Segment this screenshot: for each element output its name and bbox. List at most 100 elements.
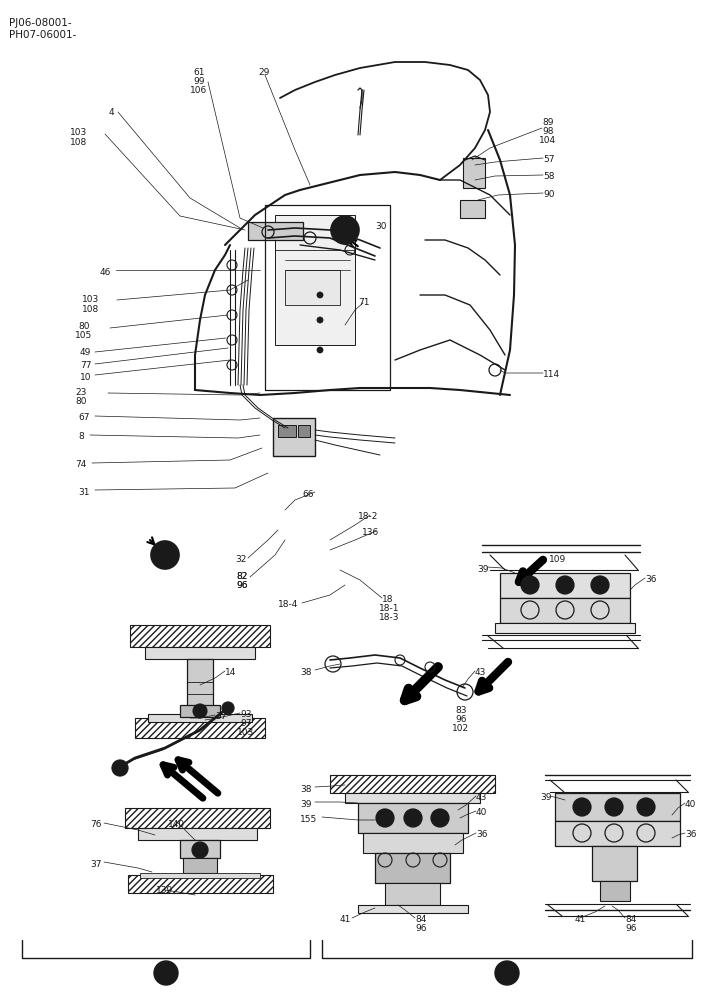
Text: 102: 102 bbox=[452, 724, 469, 733]
Text: 67: 67 bbox=[78, 413, 89, 422]
Text: 40: 40 bbox=[685, 800, 696, 809]
Text: 49: 49 bbox=[80, 348, 92, 357]
Text: 18-1: 18-1 bbox=[379, 604, 399, 613]
Text: 96: 96 bbox=[455, 715, 467, 724]
Bar bbox=[500, 598, 630, 623]
Text: 96: 96 bbox=[625, 924, 636, 933]
Text: 139: 139 bbox=[156, 886, 174, 895]
Text: 31: 31 bbox=[78, 488, 89, 497]
Text: 39: 39 bbox=[477, 565, 489, 574]
Text: 37: 37 bbox=[215, 712, 227, 721]
Text: 37: 37 bbox=[90, 860, 101, 869]
Bar bbox=[273, 418, 315, 456]
Circle shape bbox=[495, 961, 519, 985]
Circle shape bbox=[431, 809, 449, 827]
Text: 36: 36 bbox=[476, 830, 487, 839]
Text: 23: 23 bbox=[75, 388, 87, 397]
Text: 39: 39 bbox=[540, 793, 551, 802]
Bar bbox=[183, 858, 217, 873]
Circle shape bbox=[376, 809, 394, 827]
Text: 71: 71 bbox=[358, 298, 370, 307]
Text: 80: 80 bbox=[78, 322, 89, 331]
Circle shape bbox=[573, 798, 591, 816]
Text: 32: 32 bbox=[235, 555, 246, 564]
Text: 43: 43 bbox=[476, 793, 487, 802]
Bar bbox=[125, 808, 270, 828]
Circle shape bbox=[317, 292, 323, 298]
Text: PH07-06001-: PH07-06001- bbox=[9, 30, 76, 40]
Text: D: D bbox=[161, 548, 170, 562]
Text: 43: 43 bbox=[475, 668, 486, 677]
Bar bbox=[463, 158, 485, 188]
Bar bbox=[500, 573, 630, 598]
Text: 14: 14 bbox=[225, 668, 237, 677]
Text: 58: 58 bbox=[543, 172, 555, 181]
Text: 109: 109 bbox=[549, 555, 566, 564]
Bar bbox=[248, 222, 303, 240]
Text: 61: 61 bbox=[193, 68, 204, 77]
Text: 66: 66 bbox=[302, 490, 313, 499]
Text: 57: 57 bbox=[543, 155, 555, 164]
Text: 18-2: 18-2 bbox=[358, 512, 378, 521]
Bar bbox=[278, 425, 296, 437]
Circle shape bbox=[404, 809, 422, 827]
Text: 39: 39 bbox=[300, 800, 311, 809]
Text: E: E bbox=[503, 966, 510, 980]
Bar bbox=[358, 905, 468, 913]
Text: 96: 96 bbox=[236, 581, 248, 590]
Text: 108: 108 bbox=[70, 138, 87, 147]
Bar bbox=[180, 705, 220, 717]
Text: 103: 103 bbox=[237, 728, 254, 737]
Circle shape bbox=[222, 702, 234, 714]
Text: 38: 38 bbox=[300, 668, 311, 677]
Text: 18: 18 bbox=[382, 595, 394, 604]
Text: 98: 98 bbox=[542, 127, 553, 136]
Bar bbox=[148, 714, 252, 722]
Text: 84: 84 bbox=[625, 915, 636, 924]
Text: 41: 41 bbox=[575, 915, 586, 924]
Text: 30: 30 bbox=[375, 222, 386, 231]
Text: 108: 108 bbox=[82, 305, 99, 314]
Bar bbox=[375, 853, 450, 883]
Text: 97: 97 bbox=[240, 719, 251, 728]
Bar bbox=[138, 828, 257, 840]
Bar bbox=[275, 215, 355, 345]
Bar bbox=[180, 840, 220, 858]
Bar bbox=[130, 625, 270, 647]
Text: 10: 10 bbox=[80, 373, 92, 382]
Bar bbox=[187, 659, 213, 714]
Text: 29: 29 bbox=[258, 68, 270, 77]
Text: 4: 4 bbox=[109, 108, 115, 117]
Circle shape bbox=[112, 760, 128, 776]
Text: 80: 80 bbox=[75, 397, 87, 406]
Circle shape bbox=[154, 961, 178, 985]
Text: 103: 103 bbox=[70, 128, 87, 137]
Bar bbox=[460, 200, 485, 218]
Text: 104: 104 bbox=[539, 136, 556, 145]
Text: PJ06-08001-: PJ06-08001- bbox=[9, 18, 72, 28]
Text: 155: 155 bbox=[300, 815, 318, 824]
Text: 36: 36 bbox=[645, 575, 657, 584]
Text: 114: 114 bbox=[543, 370, 560, 379]
Text: 38: 38 bbox=[300, 785, 311, 794]
Circle shape bbox=[192, 842, 208, 858]
Circle shape bbox=[331, 216, 359, 244]
Text: 77: 77 bbox=[80, 361, 92, 370]
Text: 103: 103 bbox=[82, 295, 99, 304]
Bar bbox=[140, 873, 260, 878]
Text: 82: 82 bbox=[236, 572, 247, 581]
Text: 93: 93 bbox=[240, 710, 251, 719]
Text: 82: 82 bbox=[236, 572, 247, 581]
Circle shape bbox=[637, 798, 655, 816]
Text: 96: 96 bbox=[415, 924, 427, 933]
Text: 136: 136 bbox=[362, 528, 379, 537]
Bar bbox=[555, 793, 680, 821]
Text: 18-3: 18-3 bbox=[379, 613, 399, 622]
Bar bbox=[555, 821, 680, 846]
Text: 18-4: 18-4 bbox=[278, 600, 298, 609]
Bar bbox=[145, 647, 255, 659]
Bar bbox=[345, 793, 480, 803]
Text: 40: 40 bbox=[476, 808, 487, 817]
Text: E: E bbox=[341, 224, 349, 236]
Text: 36: 36 bbox=[685, 830, 696, 839]
